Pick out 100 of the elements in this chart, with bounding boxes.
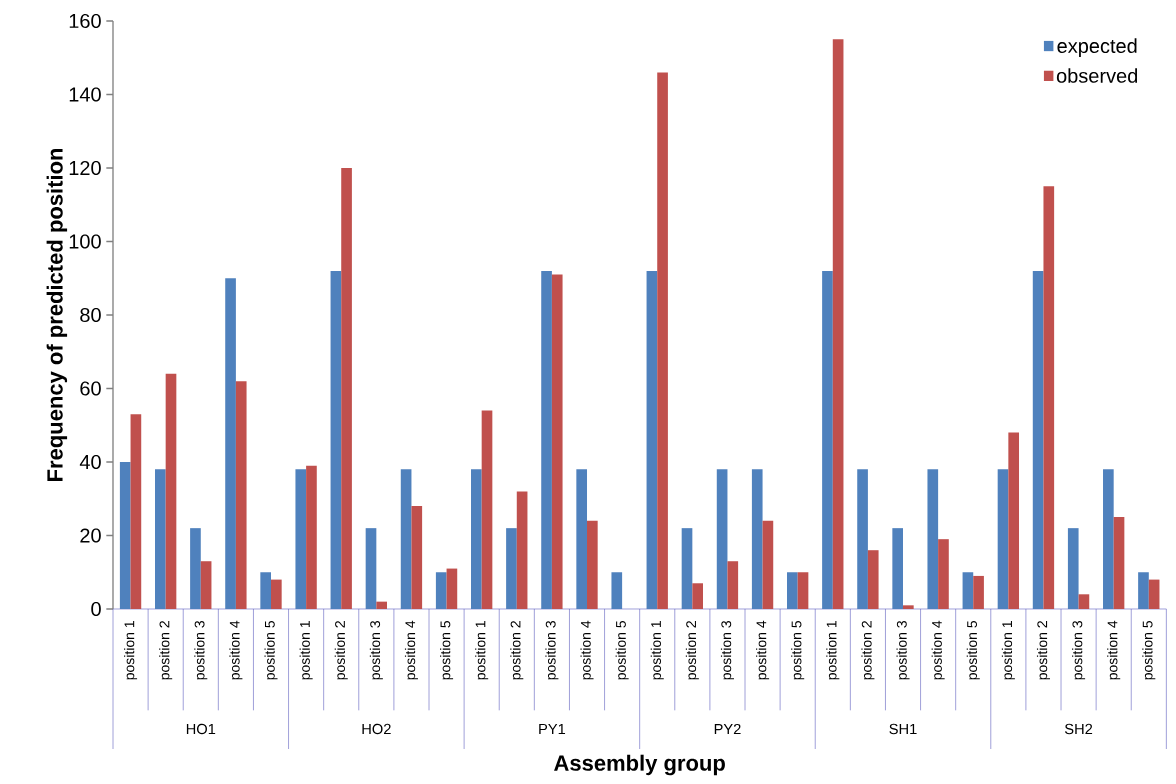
x-tick-label: position 5 — [440, 620, 454, 680]
bar — [260, 572, 271, 609]
x-tick-label: position 2 — [334, 621, 348, 680]
y-tick-label: 160 — [69, 13, 101, 29]
bar — [797, 572, 809, 609]
x-tick-label: position 1 — [826, 621, 840, 680]
bar — [938, 539, 949, 609]
bar — [541, 270, 552, 609]
bar — [1008, 432, 1020, 609]
bar — [200, 561, 212, 609]
bar — [1113, 517, 1125, 609]
bar — [787, 572, 798, 609]
bar — [190, 528, 201, 609]
bar — [646, 270, 658, 609]
x-tick-label: position 5 — [1142, 620, 1156, 680]
y-axis-title: Frequency of predicted position — [46, 148, 68, 481]
bar — [130, 414, 142, 609]
bar — [997, 469, 1009, 609]
bar — [516, 491, 528, 609]
bar — [1103, 469, 1114, 609]
x-axis-title: Assembly group — [554, 754, 725, 776]
text: SH2 — [1064, 723, 1093, 735]
x-tick-label: position 5 — [264, 620, 278, 680]
text: HO1 — [186, 723, 216, 735]
bar — [1148, 579, 1160, 609]
bar — [119, 461, 131, 609]
bar — [611, 572, 623, 609]
text: SH1 — [889, 723, 917, 735]
legend-label: expected — [1057, 38, 1137, 57]
bar — [867, 550, 879, 609]
bar — [727, 561, 739, 609]
bar — [762, 520, 774, 609]
bar — [411, 506, 423, 609]
bar — [1078, 594, 1090, 609]
bar — [1032, 270, 1044, 609]
bar — [576, 469, 588, 609]
x-tick-label: position 1 — [475, 621, 489, 680]
text: PY2 — [714, 723, 741, 735]
bar — [295, 469, 307, 609]
x-tick-label: position 2 — [685, 621, 699, 680]
bar — [271, 579, 282, 609]
bar — [927, 469, 939, 609]
bar — [681, 528, 693, 609]
bar — [225, 278, 236, 609]
bar — [435, 572, 447, 609]
x-tick-label: position 3 — [369, 621, 383, 680]
x-tick-label: position 4 — [404, 620, 418, 680]
x-tick-label: position 4 — [229, 620, 243, 680]
x-tick-label: position 1 — [650, 621, 664, 680]
y-tick-label: 0 — [91, 601, 101, 617]
x-tick-label: position 4 — [756, 620, 770, 680]
x-tick-label: position 2 — [159, 621, 173, 680]
bar — [446, 568, 458, 609]
bar — [657, 72, 668, 609]
x-tick-label: position 1 — [1001, 621, 1015, 680]
bar — [400, 469, 412, 609]
text: PY1 — [539, 723, 566, 735]
x-tick-label: position 3 — [896, 621, 910, 680]
bar — [822, 270, 833, 609]
x-tick-label: position 1 — [124, 621, 138, 680]
x-tick-label: position 5 — [966, 620, 980, 680]
bar — [471, 469, 482, 609]
y-tick-label: 40 — [79, 454, 101, 470]
x-tick-label: position 4 — [931, 620, 945, 680]
bar — [1138, 572, 1149, 609]
bar — [1067, 528, 1079, 609]
x-tick-label: position 3 — [545, 621, 559, 680]
x-tick-label: position 3 — [720, 621, 734, 680]
x-tick-label: position 4 — [1107, 620, 1121, 680]
bar — [962, 572, 974, 609]
y-tick-label: 80 — [80, 307, 101, 323]
x-tick-label: position 5 — [791, 620, 805, 680]
bar — [551, 274, 563, 609]
bar — [1043, 186, 1055, 609]
x-tick-label: position 1 — [299, 621, 313, 680]
bar — [892, 528, 904, 609]
bar — [155, 469, 166, 609]
legend-label: observed — [1056, 68, 1138, 83]
x-tick-label: position 3 — [1072, 621, 1086, 680]
y-tick-label: 100 — [69, 234, 101, 249]
bar — [692, 583, 704, 609]
bar — [330, 270, 342, 609]
x-tick-label: position 4 — [580, 620, 594, 680]
x-tick-label: position 3 — [194, 621, 208, 680]
text: HO2 — [362, 723, 391, 735]
bar — [481, 410, 493, 609]
bar — [903, 605, 914, 609]
bar — [341, 167, 352, 609]
bar — [165, 373, 177, 609]
bar — [832, 39, 844, 609]
bar — [751, 469, 763, 609]
y-tick-label: 20 — [80, 528, 101, 543]
bar — [235, 381, 247, 609]
y-tick-label: 120 — [69, 160, 101, 176]
bar — [376, 601, 388, 609]
bar — [506, 528, 517, 609]
y-tick-label: 60 — [80, 381, 101, 396]
bar — [973, 575, 984, 609]
y-tick-label: 140 — [69, 87, 101, 102]
x-tick-label: position 2 — [1036, 621, 1050, 680]
